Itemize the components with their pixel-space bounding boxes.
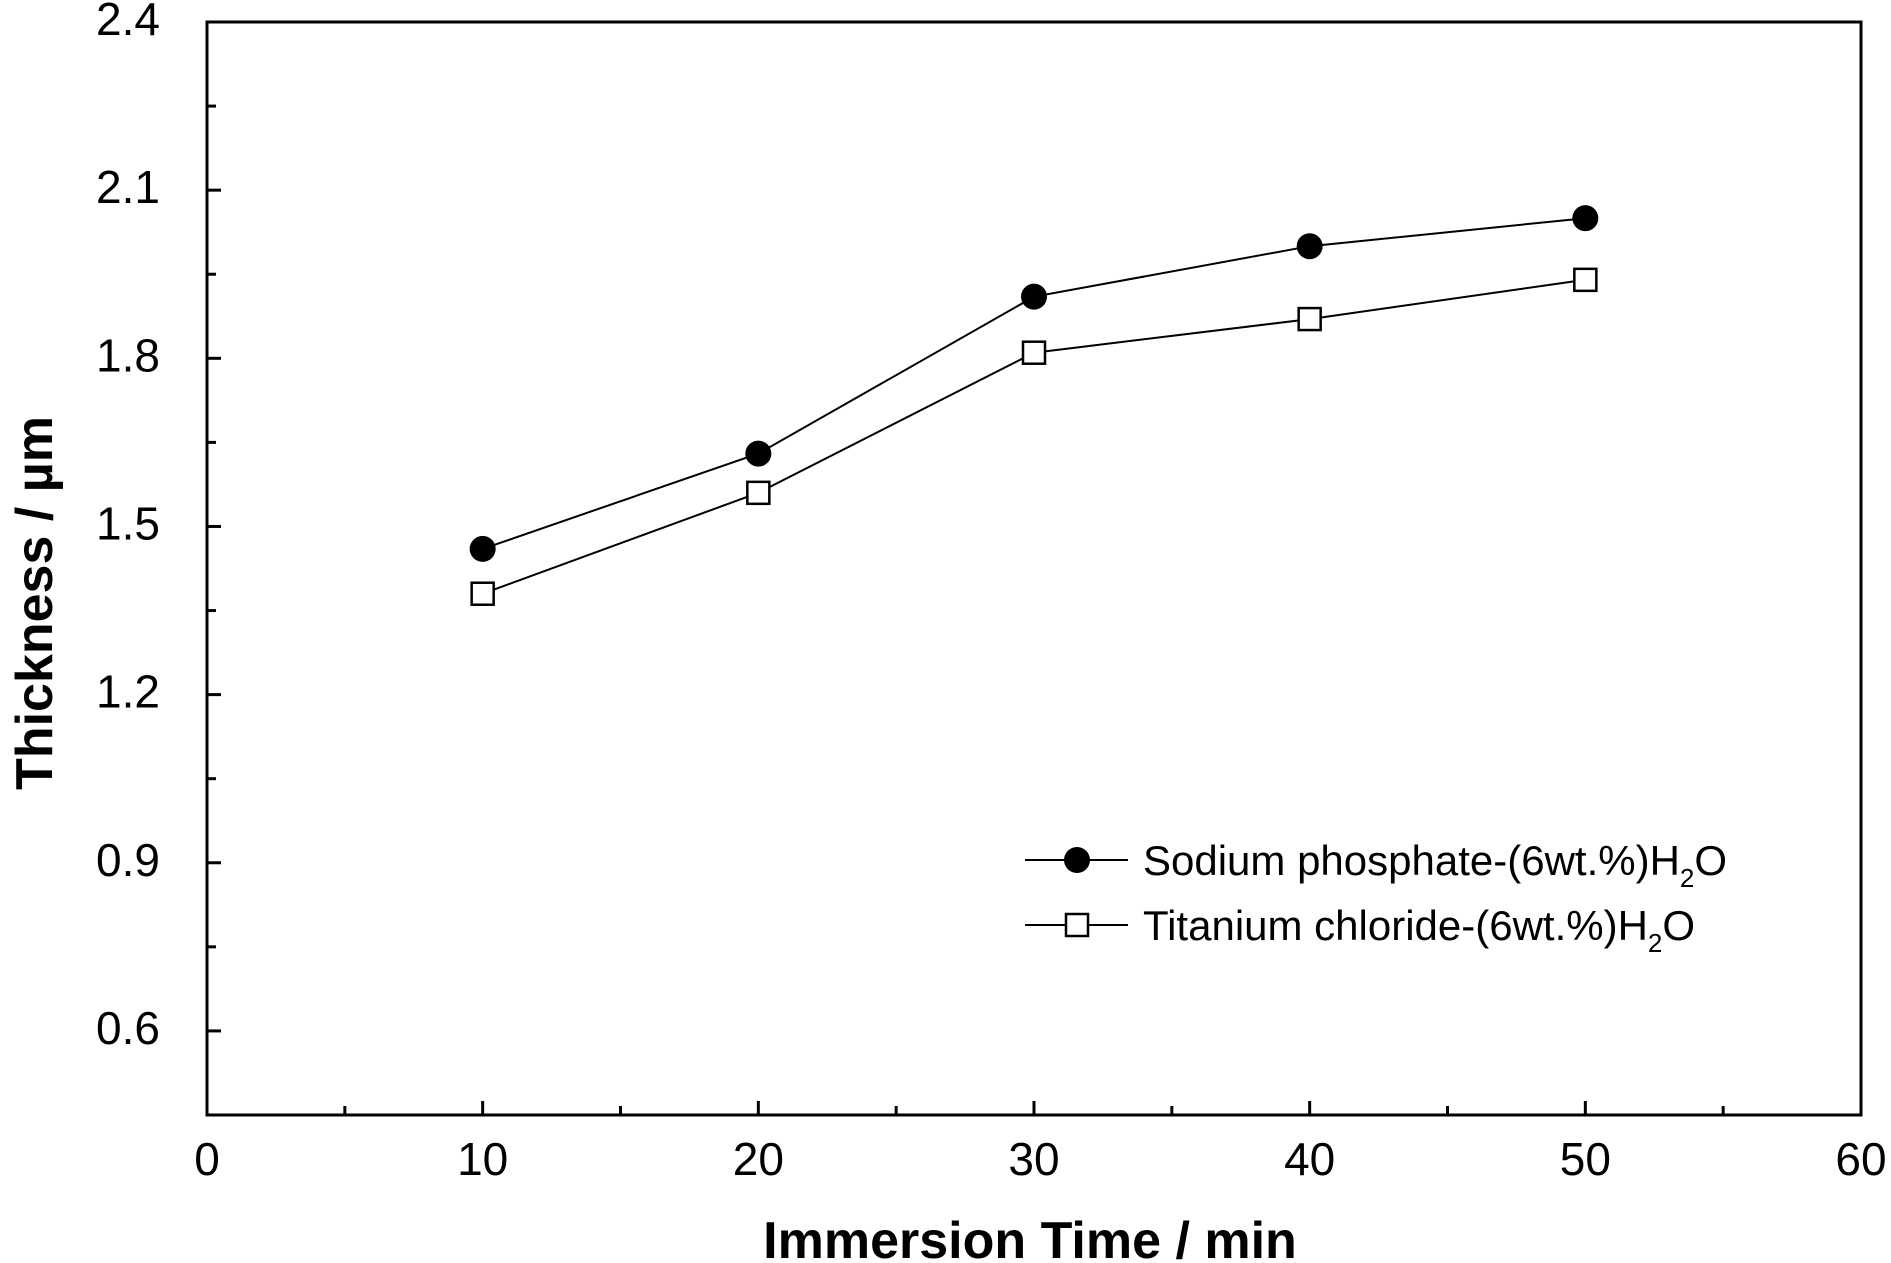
legend: Sodium phosphate-(6wt.%)H2O Titanium chlo… (1025, 837, 1727, 958)
x-tick-label: 40 (1284, 1133, 1335, 1185)
data-point-2 (1573, 267, 1598, 293)
y-tick-label: 2.1 (96, 161, 160, 213)
x-tick-label: 0 (194, 1133, 220, 1185)
data-point-2 (1021, 340, 1047, 365)
y-tick-label: 1.8 (96, 329, 160, 381)
data-point-2 (470, 581, 495, 606)
y-tick-label: 0.9 (96, 834, 160, 886)
y-axis-title: Thickness / µm (6, 416, 64, 790)
series-line-2 (482, 278, 1586, 595)
data-point-1 (1296, 233, 1323, 260)
x-tick-label: 50 (1560, 1133, 1611, 1185)
y-tick-label: 0.6 (96, 1002, 160, 1054)
series-line-1 (482, 217, 1586, 550)
legend-marker (1064, 847, 1090, 873)
x-tick-label: 60 (1835, 1133, 1886, 1185)
x-tick-label: 10 (457, 1133, 508, 1185)
legend-label: Sodium phosphate-(6wt.%)H2O (1143, 837, 1727, 893)
data-point-1 (1572, 205, 1599, 232)
plot-frame (205, 20, 1863, 1117)
legend-marker (1064, 912, 1090, 938)
y-tick-label: 1.5 (96, 497, 160, 549)
data-point-2 (746, 480, 771, 506)
legend-label: Titanium chloride-(6wt.%)H2O (1143, 902, 1695, 958)
y-tick-label: 2.4 (96, 0, 160, 45)
legend-entry-1: Sodium phosphate-(6wt.%)H2O (1025, 837, 1727, 893)
data-point-1 (469, 535, 496, 562)
data-point-1 (745, 440, 772, 467)
series-2 (470, 267, 1598, 606)
series-1 (469, 205, 1599, 562)
x-tick-label: 20 (733, 1133, 784, 1185)
data-point-2 (1297, 306, 1322, 332)
x-tick-label: 30 (1008, 1133, 1059, 1185)
x-axis-title: Immersion Time / min (763, 1212, 1297, 1263)
legend-entry-2: Titanium chloride-(6wt.%)H2O (1025, 902, 1695, 958)
data-point-1 (1021, 283, 1047, 310)
y-tick-label: 1.2 (96, 666, 160, 718)
